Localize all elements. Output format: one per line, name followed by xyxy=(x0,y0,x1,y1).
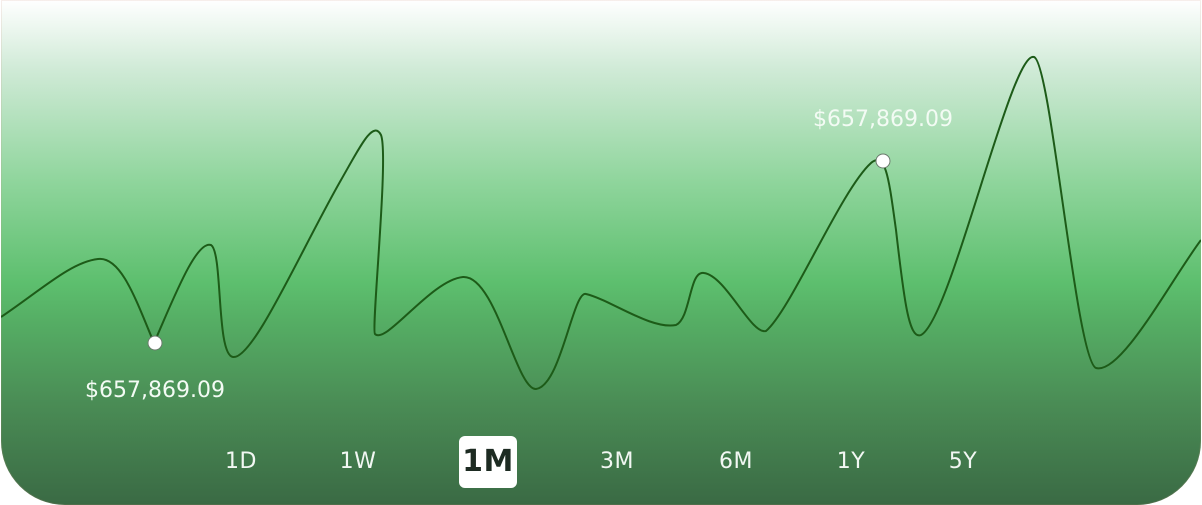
price-marker-point[interactable] xyxy=(147,335,163,351)
range-option-1w[interactable]: 1W xyxy=(334,436,383,488)
price-marker-point[interactable] xyxy=(875,153,891,169)
time-range-selector: 1D 1W 1M 3M 6M 1Y 5Y xyxy=(1,436,1201,488)
range-option-6m[interactable]: 6M xyxy=(713,436,759,488)
range-option-1d[interactable]: 1D xyxy=(219,436,263,488)
price-marker-label: $657,869.09 xyxy=(85,378,225,403)
range-option-3m[interactable]: 3M xyxy=(594,436,640,488)
range-option-5y[interactable]: 5Y xyxy=(943,436,983,488)
range-option-1m[interactable]: 1M xyxy=(459,436,517,488)
price-marker-label: $657,869.09 xyxy=(813,107,953,132)
price-series-line xyxy=(1,56,1201,391)
range-option-1y[interactable]: 1Y xyxy=(831,436,871,488)
